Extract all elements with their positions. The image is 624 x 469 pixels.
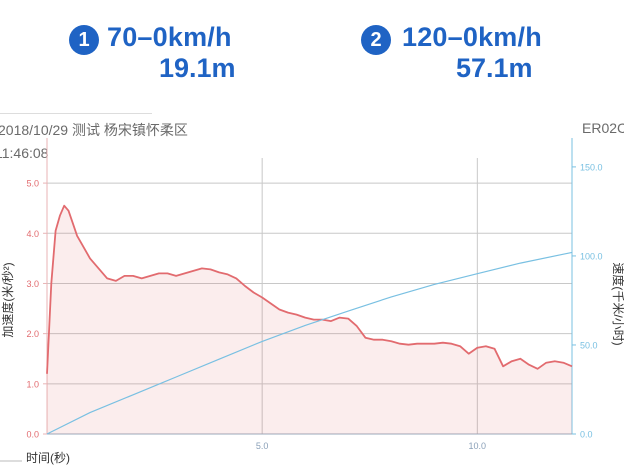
x-axis-title: 时间(秒) (26, 451, 70, 465)
left-axis-tick-label: 3.0 (26, 279, 39, 289)
caption-time: 11:46:08 (0, 145, 49, 161)
left-axis-tick-label: 1.0 (26, 379, 39, 389)
caption-date-line: 2018/10/29 测试 杨宋镇怀柔区 (0, 122, 188, 138)
caption-device: ER02C (582, 120, 624, 136)
result-1-distance: 19.1m (159, 53, 236, 83)
right-axis-tick-label: 100.0 (580, 251, 603, 261)
x-axis-tick-label: 10.0 (469, 441, 487, 451)
result-2-speed-range: 120–0km/h (402, 22, 542, 52)
left-axis-tick-label: 4.0 (26, 229, 39, 239)
left-axis-title: 加速度(米/秒²) (0, 262, 15, 337)
left-axis-tick-label: 5.0 (26, 179, 39, 189)
right-axis-tick-label: 0.0 (580, 430, 593, 440)
left-axis-tick-label: 0.0 (26, 430, 39, 440)
caption-divider (0, 113, 152, 114)
left-axis-tick-label: 2.0 (26, 329, 39, 339)
x-axis-tick-label: 5.0 (256, 441, 269, 451)
result-1-speed-range: 70–0km/h (107, 22, 232, 52)
result-1-badge: 1 (69, 25, 99, 55)
result-2-distance: 57.1m (456, 53, 533, 83)
right-axis-title: 速度(千米/小时) (611, 262, 624, 345)
speed-series-line (46, 251, 573, 435)
right-axis-tick-label: 50.0 (580, 340, 598, 350)
result-1-index: 1 (78, 28, 90, 51)
acceleration-area (47, 205, 572, 434)
result-2-badge: 2 (361, 25, 391, 55)
acceleration-series-line (46, 204, 573, 374)
right-axis-tick-label: 150.0 (580, 162, 603, 172)
result-2-index: 2 (370, 28, 382, 51)
